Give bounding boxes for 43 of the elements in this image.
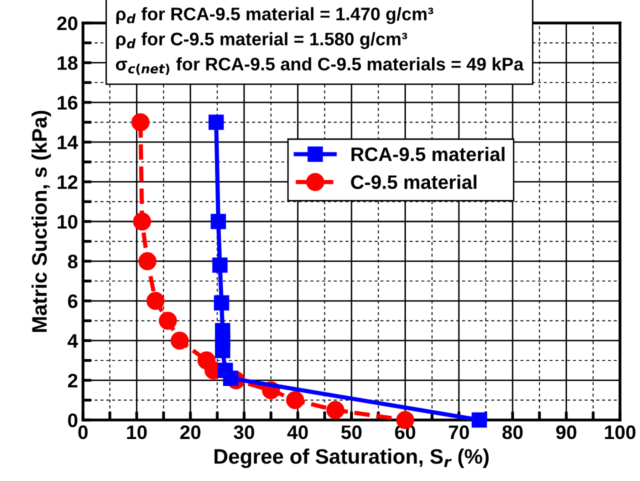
legend-label: RCA-9.5 material <box>352 146 504 162</box>
point <box>133 212 152 231</box>
x-tick-label: 90 <box>556 425 576 440</box>
y-tick-label: 10 <box>58 214 78 229</box>
y-tick-label: 4 <box>68 334 78 348</box>
point <box>214 295 230 311</box>
y-tick-label: 0 <box>68 413 78 428</box>
x-tick-label: 10 <box>127 425 147 440</box>
x-tick-label: 20 <box>180 425 200 440</box>
point <box>158 312 177 330</box>
y-tick-label: 14 <box>58 136 78 150</box>
x-tick-label: 70 <box>448 425 469 440</box>
point <box>326 401 344 420</box>
legend-label: C-9.5 material <box>351 174 476 190</box>
annotation: ρ$_{d}$ for RCA-9.5 material = 1.470 g/cm³ <box>116 7 434 24</box>
point <box>212 258 228 273</box>
point <box>286 391 304 410</box>
point <box>208 114 224 130</box>
annotation: ρ$_{d}$ for C-9.5 material = 1.580 g/cm³ <box>116 32 408 50</box>
y-tick-label: 20 <box>57 16 78 30</box>
point <box>146 292 165 310</box>
point <box>138 252 156 270</box>
y-tick-label: 8 <box>68 254 78 268</box>
annotation: σ$_{c(net)}$ for RCA-9.5 and C-9.5 materials = 49 kPa <box>116 57 524 75</box>
x-tick-label: 30 <box>234 425 254 440</box>
y-tick-label: 12 <box>58 175 78 189</box>
x-tick-label: 100 <box>605 425 636 440</box>
y-tick-label: 18 <box>58 56 78 70</box>
point <box>214 342 230 358</box>
point <box>223 370 238 386</box>
point <box>210 214 226 230</box>
y-axis-title: Matric Suction, s (kPa) <box>32 110 51 332</box>
point <box>131 113 150 132</box>
point <box>170 332 189 350</box>
x-tick-label: 40 <box>287 425 308 440</box>
y-tick-label: 2 <box>68 374 78 388</box>
y-tick-label: 6 <box>68 294 78 308</box>
x-tick-label: 0 <box>78 425 88 440</box>
point <box>472 412 487 428</box>
x-tick-label: 80 <box>502 425 523 440</box>
y-tick-label: 16 <box>58 96 78 110</box>
x-axis-title: Degree of Saturation, S$_{r}$ (%) <box>214 448 489 468</box>
x-tick-label: 50 <box>341 425 362 440</box>
